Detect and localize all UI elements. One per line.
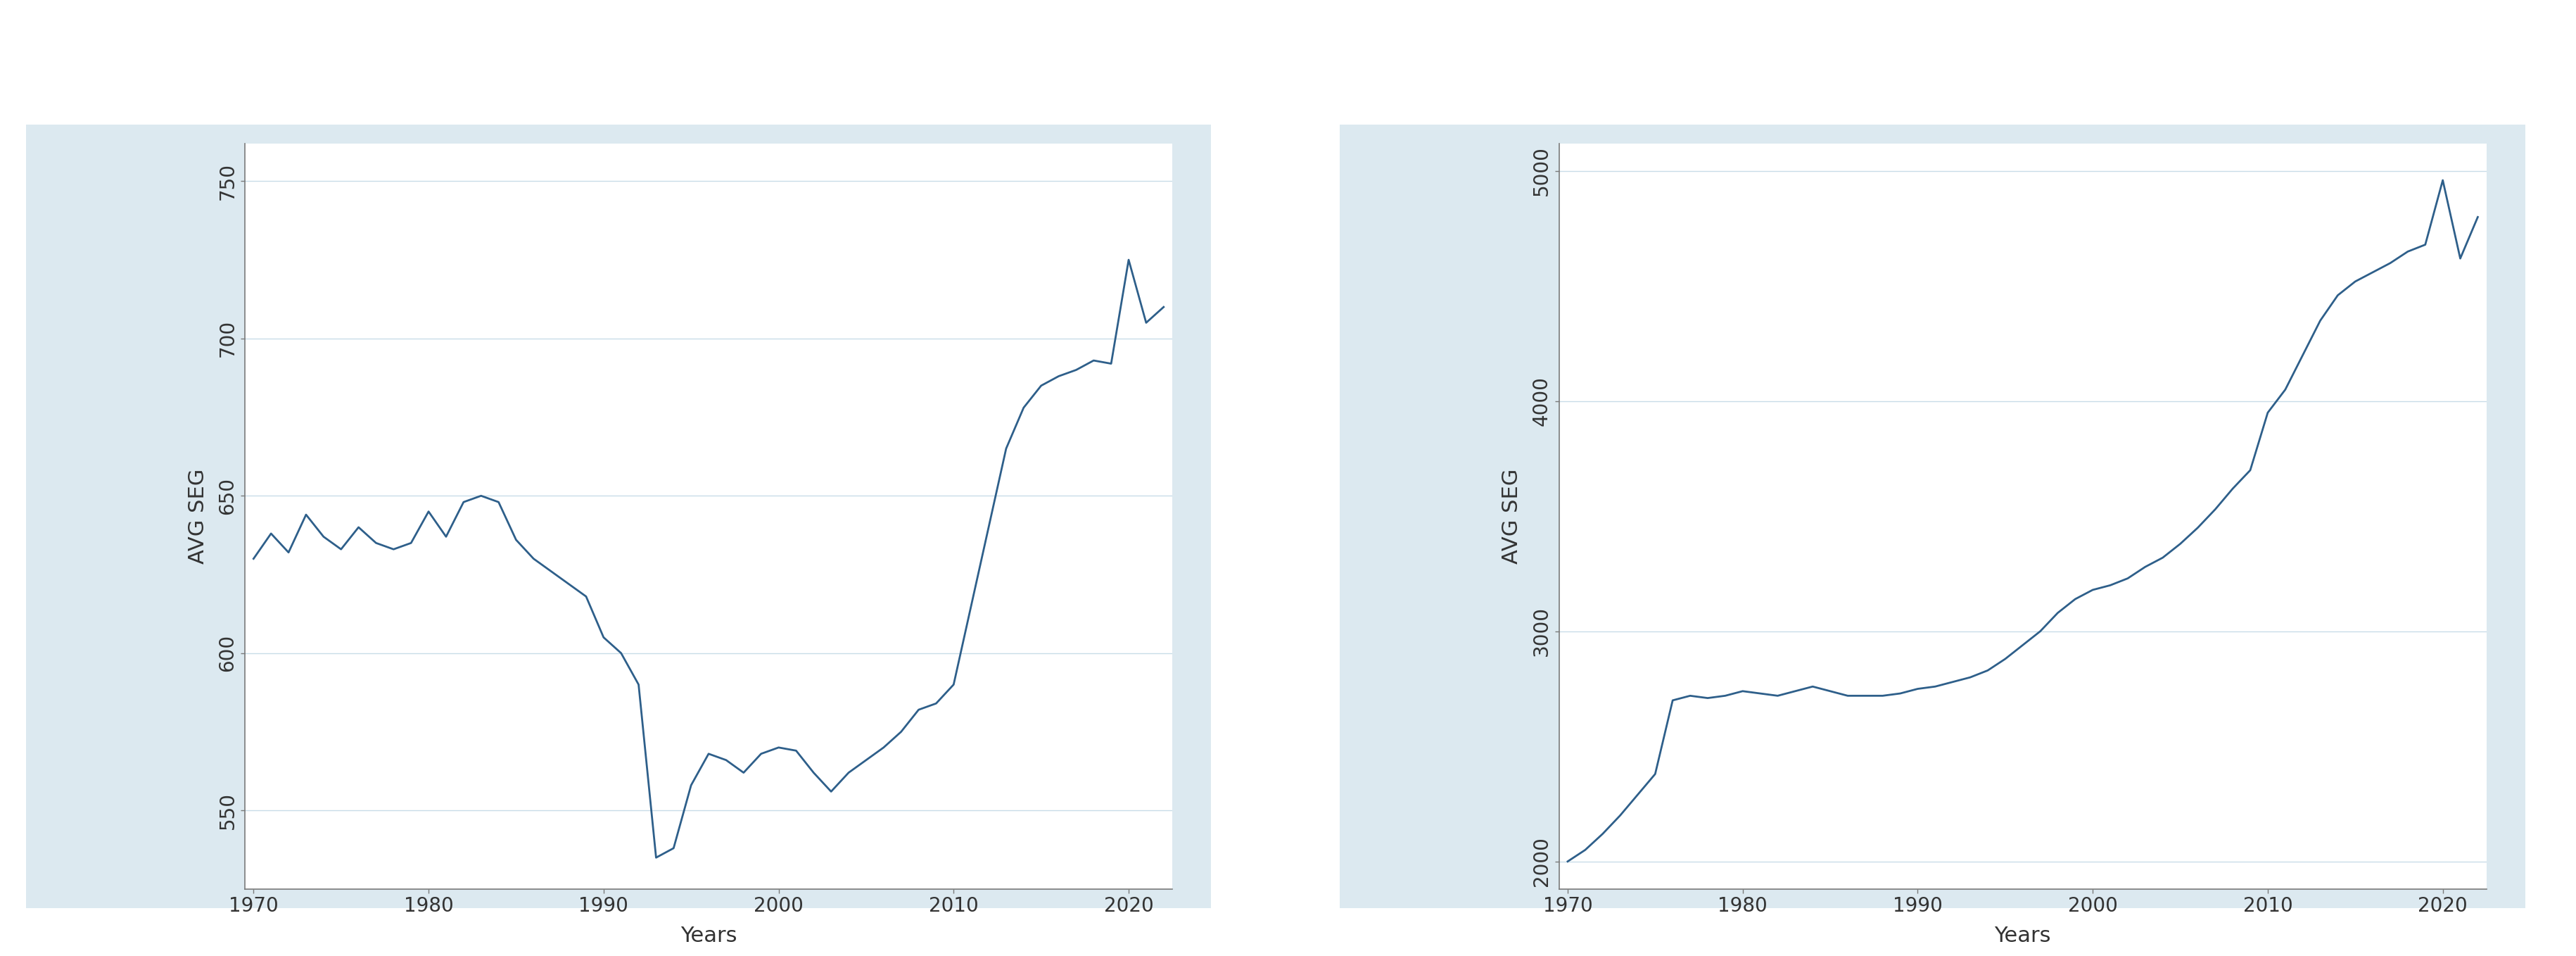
X-axis label: Years: Years	[680, 926, 737, 946]
Y-axis label: AVG SEG: AVG SEG	[1502, 468, 1522, 564]
Y-axis label: AVG SEG: AVG SEG	[188, 468, 209, 564]
X-axis label: Years: Years	[1994, 926, 2050, 946]
